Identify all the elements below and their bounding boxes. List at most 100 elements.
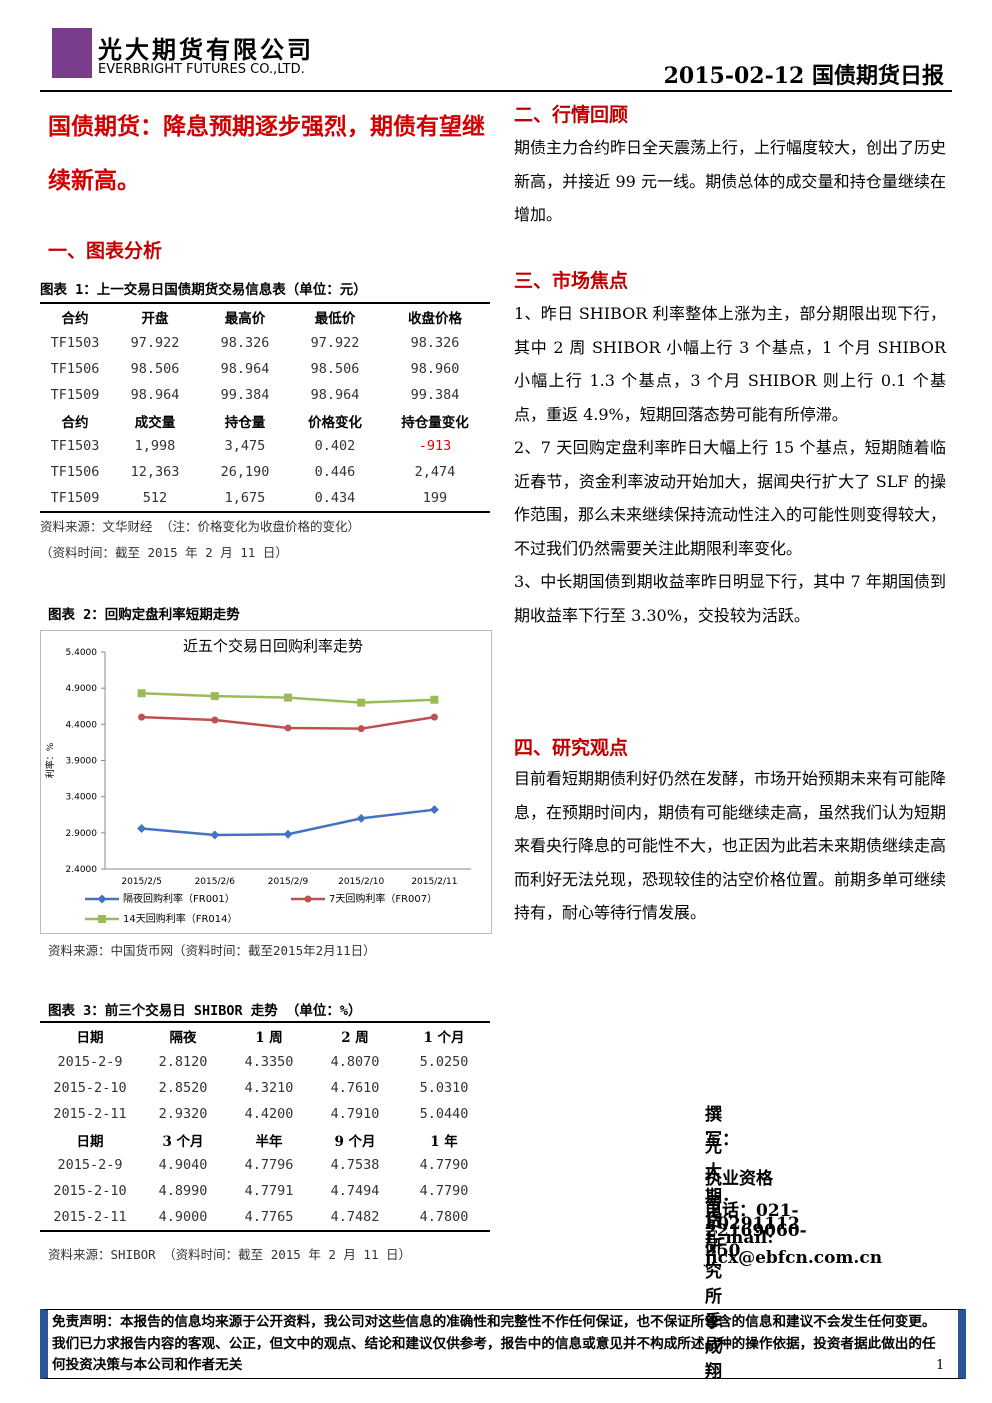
page-number: 1 — [936, 1358, 945, 1373]
section-title: 三、市场焦点 — [514, 270, 629, 292]
header-cell: 开盘 — [141, 310, 169, 327]
marker — [429, 805, 439, 815]
paragraph: 2、7 天回购定盘利率昨日大幅上行 15 个基点，短期随着临近春节，资金利率波动… — [514, 438, 947, 558]
y-tick-label: 2.9000 — [66, 829, 98, 839]
row: TF1503 1,998 3,475 0.402 -913 — [40, 433, 490, 459]
cell: 4.7790 — [419, 1157, 469, 1174]
cell: 2.8120 — [158, 1053, 208, 1070]
y-tick-label: 3.4000 — [66, 793, 98, 803]
cell: 98.960 — [410, 360, 460, 377]
cell: 4.4200 — [244, 1105, 294, 1122]
row: 2015-2-10 2.8520 4.3210 4.7610 5.0310 — [40, 1075, 490, 1101]
header-cell: 9 个月 — [334, 1133, 376, 1150]
cell: 4.8070 — [330, 1053, 380, 1070]
cell: 4.9000 — [158, 1209, 208, 1226]
cell: 99.384 — [410, 386, 460, 403]
paragraph: 目前看短期期债利好仍然在发酵，市场开始预期未来有可能降息，在预期时间内，期债有可… — [514, 769, 947, 922]
marker — [210, 692, 219, 701]
x-tick-label: 2015/2/5 — [121, 877, 161, 887]
section-body: 1、昨日 SHIBOR 利率整体上涨为主，部分期限出现下行，其中 2 周 SHI… — [514, 297, 946, 632]
cell: TF1506 — [50, 464, 100, 481]
cell: 2015-2-9 — [57, 1157, 123, 1174]
chart-frame: 近五个交易日回购利率走势利率：% 2.4000 2.9000 3.4000 3.9000… — [40, 630, 492, 934]
header-cell: 1 周 — [255, 1029, 283, 1046]
legend-label: 7天回购利率（FR007） — [329, 892, 437, 905]
marker — [211, 716, 219, 724]
cell: 99.384 — [220, 386, 270, 403]
cell: 199 — [422, 490, 448, 507]
legend-marker — [304, 895, 312, 903]
header-cell: 合约 — [61, 414, 89, 431]
cell: 4.7765 — [244, 1209, 294, 1226]
x-tick-label: 2015/2/6 — [195, 877, 236, 887]
chart-title: 近五个交易日回购利率走势 — [183, 637, 363, 655]
cell: 512 — [142, 490, 168, 507]
marker — [283, 829, 293, 839]
author-line: E-mail: jicx@ebfcn.com.cn — [705, 1228, 883, 1268]
author-line: 执业资格号：F0291112 — [705, 1169, 800, 1234]
row: TF1509 512 1,675 0.434 199 — [40, 485, 490, 512]
y-tick-label: 3.9000 — [66, 757, 98, 767]
disclaimer: 免责声明：本报告的信息均来源于公开资料，我公司对这些信息的准确性和完整性不作任何… — [52, 1314, 936, 1373]
cell: TF1506 — [50, 360, 100, 377]
header-cell: 日期 — [76, 1029, 104, 1046]
cell: 2015-2-10 — [53, 1183, 127, 1200]
cell: 0.402 — [314, 438, 356, 455]
legend-marker — [97, 894, 107, 904]
cell: 5.0310 — [419, 1079, 469, 1096]
legend-label: 隔夜回购利率（FR001） — [123, 892, 235, 905]
cell: 2015-2-11 — [53, 1105, 127, 1122]
cell: 0.434 — [314, 490, 356, 507]
header-cell: 3 个月 — [162, 1133, 204, 1150]
source-time: （资料时间：截至 2015 年 2 月 11 日） — [40, 545, 288, 560]
marker — [357, 698, 366, 707]
header-cell: 2 周 — [341, 1029, 369, 1046]
cell: 97.922 — [130, 334, 180, 351]
cell: 4.7791 — [244, 1183, 294, 1200]
cell: 98.506 — [130, 360, 180, 377]
y-tick-label: 2.4000 — [66, 865, 98, 875]
marker — [138, 713, 146, 721]
company: 光大期货有限公司 — [98, 35, 314, 64]
cell: 98.964 — [220, 360, 270, 377]
row: 2015-2-11 2.9320 4.4200 4.7910 5.0440 — [40, 1101, 490, 1127]
paragraph: 3、中长期国债到期收益率昨日明显下行，其中 7 年期国债到期收益率下行至 3.3… — [514, 572, 946, 625]
section-title: 二、行情回顾 — [514, 104, 629, 126]
cell: 98.506 — [310, 360, 360, 377]
cell: 98.326 — [410, 334, 460, 351]
cell: TF1503 — [50, 438, 100, 455]
source: 资料来源：文华财经 （注：价格变化为收盘价格的变化） — [40, 519, 361, 534]
data-table: 合约 开盘 最高价 最低价 收盘价格 TF1503 97.922 98.326 97.922 98… — [40, 302, 490, 514]
cell: 98.964 — [310, 386, 360, 403]
marker — [210, 830, 220, 840]
cell: 26,190 — [220, 464, 270, 481]
cell: 4.7538 — [330, 1157, 380, 1174]
marker — [357, 725, 365, 733]
cell: -913 — [418, 438, 452, 455]
marker — [137, 689, 146, 698]
paragraph: 1、昨日 SHIBOR 利率整体上涨为主，部分期限出现下行，其中 2 周 SHI… — [514, 304, 946, 424]
cell: 2015-2-9 — [57, 1053, 123, 1070]
cell: 2015-2-10 — [53, 1079, 127, 1096]
header-cell: 价格变化 — [308, 414, 362, 431]
y-axis-label: 利率：% — [44, 742, 56, 778]
author-line: 撰写： — [705, 1105, 739, 1150]
header-cell: 收盘价格 — [408, 310, 462, 327]
marker — [356, 813, 366, 823]
logo — [52, 28, 92, 78]
cell: 2.8520 — [158, 1079, 208, 1096]
row: TF1509 98.964 99.384 98.964 99.384 — [40, 382, 490, 408]
cell: 98.964 — [130, 386, 180, 403]
cell: 4.9040 — [158, 1157, 208, 1174]
row: TF1506 12,363 26,190 0.446 2,474 — [40, 459, 490, 485]
cell: 1,998 — [134, 438, 176, 455]
header-row: 合约 成交量 持仓量 价格变化 持仓量变化 — [40, 408, 490, 434]
cell: 4.7910 — [330, 1105, 380, 1122]
section-body: 目前看短期期债利好仍然在发酵，市场开始预期未来有可能降息，在预期时间内，期债有可… — [514, 762, 946, 930]
header-row: 日期 3 个月 半年 9 个月 1 年 — [40, 1127, 490, 1153]
cell: 4.7610 — [330, 1079, 380, 1096]
data-table: 日期 隔夜 1 周 2 周 1 个月 2015-2-9 2.8120 4.3350 4.8070… — [40, 1021, 490, 1233]
cell: 4.7796 — [244, 1157, 294, 1174]
